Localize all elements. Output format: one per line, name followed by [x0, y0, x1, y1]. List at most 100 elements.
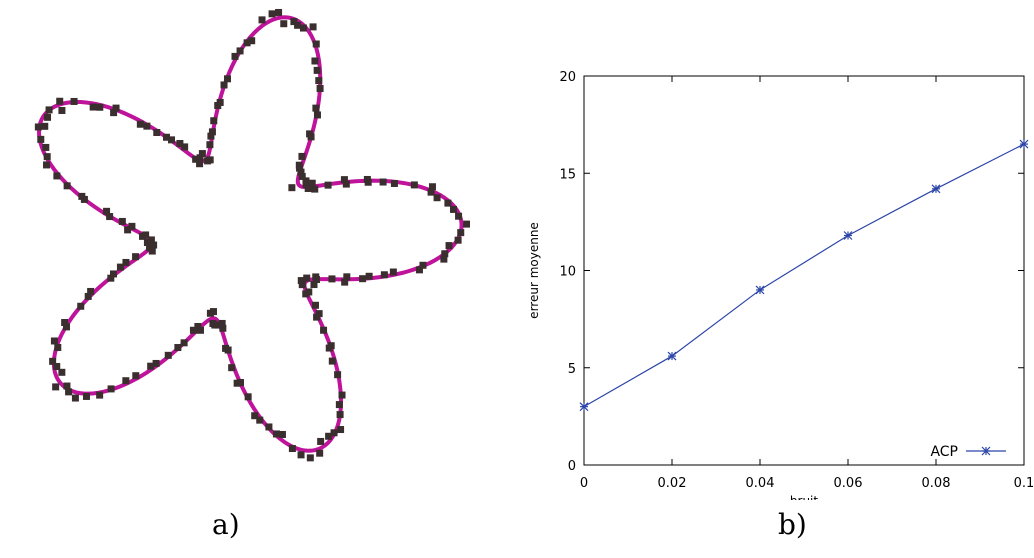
sample-point: [265, 423, 273, 431]
sample-point: [379, 178, 387, 186]
sample-point: [206, 141, 214, 149]
sample-point: [440, 255, 448, 263]
sample-point: [311, 57, 319, 65]
sample-point: [228, 364, 236, 372]
sample-point: [84, 292, 92, 300]
sample-point: [389, 268, 397, 276]
sample-point: [328, 357, 336, 365]
sample-point: [65, 388, 73, 396]
sample-point: [313, 313, 321, 321]
sample-point: [290, 18, 298, 26]
sample-point: [444, 199, 452, 207]
data-point: [755, 285, 765, 295]
sample-point: [63, 382, 71, 390]
sample-point: [56, 97, 64, 105]
x-tick-label: 0.02: [658, 476, 687, 491]
sample-point: [325, 344, 333, 352]
series-line: [583, 143, 1025, 408]
sample-point: [143, 238, 151, 246]
sample-point: [152, 359, 160, 367]
data-point: [579, 402, 589, 412]
sample-point: [316, 449, 324, 457]
sample-point: [463, 220, 470, 228]
sample-point: [96, 103, 104, 111]
sample-point: [103, 207, 111, 215]
sample-point: [450, 205, 458, 213]
sample-point: [207, 132, 215, 140]
sample-point: [304, 184, 312, 192]
sample-point: [43, 161, 51, 169]
sample-point: [63, 182, 71, 190]
sample-point: [146, 244, 154, 252]
sample-point: [42, 143, 50, 151]
sample-point: [335, 401, 343, 409]
sample-point: [310, 281, 318, 289]
sample-point: [302, 290, 310, 298]
sample-point: [107, 385, 115, 393]
sample-point: [251, 412, 259, 420]
sample-point: [320, 326, 328, 334]
sample-point: [359, 275, 367, 283]
sample-point: [342, 180, 350, 188]
sample-point: [390, 179, 398, 187]
line-chart: 0 0.02 0.04 0.06 0.08 0.1 0 5 10 15 20 bruit erreur …: [527, 70, 1034, 500]
y-axis-label: erreur moyenne: [527, 222, 541, 319]
sample-point: [118, 217, 126, 225]
sample-point: [34, 123, 42, 131]
sample-point: [180, 339, 188, 347]
sample-point: [296, 164, 304, 172]
sample-point: [441, 250, 449, 258]
sample-point: [455, 212, 463, 220]
sample-point: [41, 122, 49, 130]
y-tick-label: 5: [568, 362, 576, 377]
sample-point: [433, 194, 441, 202]
sample-point: [128, 222, 136, 230]
sample-point: [302, 177, 310, 185]
sample-point: [220, 81, 228, 89]
sample-point: [236, 47, 244, 55]
sample-point: [364, 178, 372, 186]
sample-point: [341, 278, 349, 286]
sample-point: [53, 363, 61, 371]
sample-point: [147, 362, 155, 370]
sample-point: [168, 136, 176, 144]
sample-point: [136, 120, 144, 128]
sample-point: [427, 188, 435, 196]
sample-point: [324, 181, 332, 189]
data-point: [843, 231, 853, 240]
sample-point: [313, 66, 321, 74]
sample-point: [313, 111, 321, 119]
sample-point: [53, 172, 61, 180]
sample-point: [297, 277, 305, 285]
sample-point: [196, 160, 204, 168]
sample-point: [210, 117, 218, 125]
sample-point: [87, 287, 95, 295]
data-point: [1019, 139, 1029, 149]
sample-point: [380, 271, 388, 279]
sample-point: [106, 213, 114, 221]
x-tick-label: 0: [580, 476, 588, 491]
sample-point: [258, 16, 266, 24]
plot-frame: [583, 75, 1025, 466]
x-tick-label: 0.06: [834, 476, 863, 491]
sample-point: [52, 383, 60, 391]
sample-point: [336, 411, 344, 419]
sample-point: [337, 426, 345, 434]
star-curve: [37, 15, 464, 453]
sample-point: [223, 75, 231, 83]
sample-point: [206, 309, 214, 317]
sample-point: [116, 263, 124, 271]
sample-point: [410, 181, 418, 189]
sample-point: [198, 150, 206, 158]
sample-point: [209, 319, 217, 327]
sample-point: [334, 371, 342, 379]
sample-point: [71, 394, 79, 402]
sample-point: [243, 39, 251, 47]
sample-point: [174, 344, 182, 352]
sample-point: [308, 179, 316, 187]
sample-point: [164, 351, 172, 359]
sample-point: [244, 393, 252, 401]
star-plot: [34, 8, 470, 462]
sample-point: [208, 128, 216, 136]
